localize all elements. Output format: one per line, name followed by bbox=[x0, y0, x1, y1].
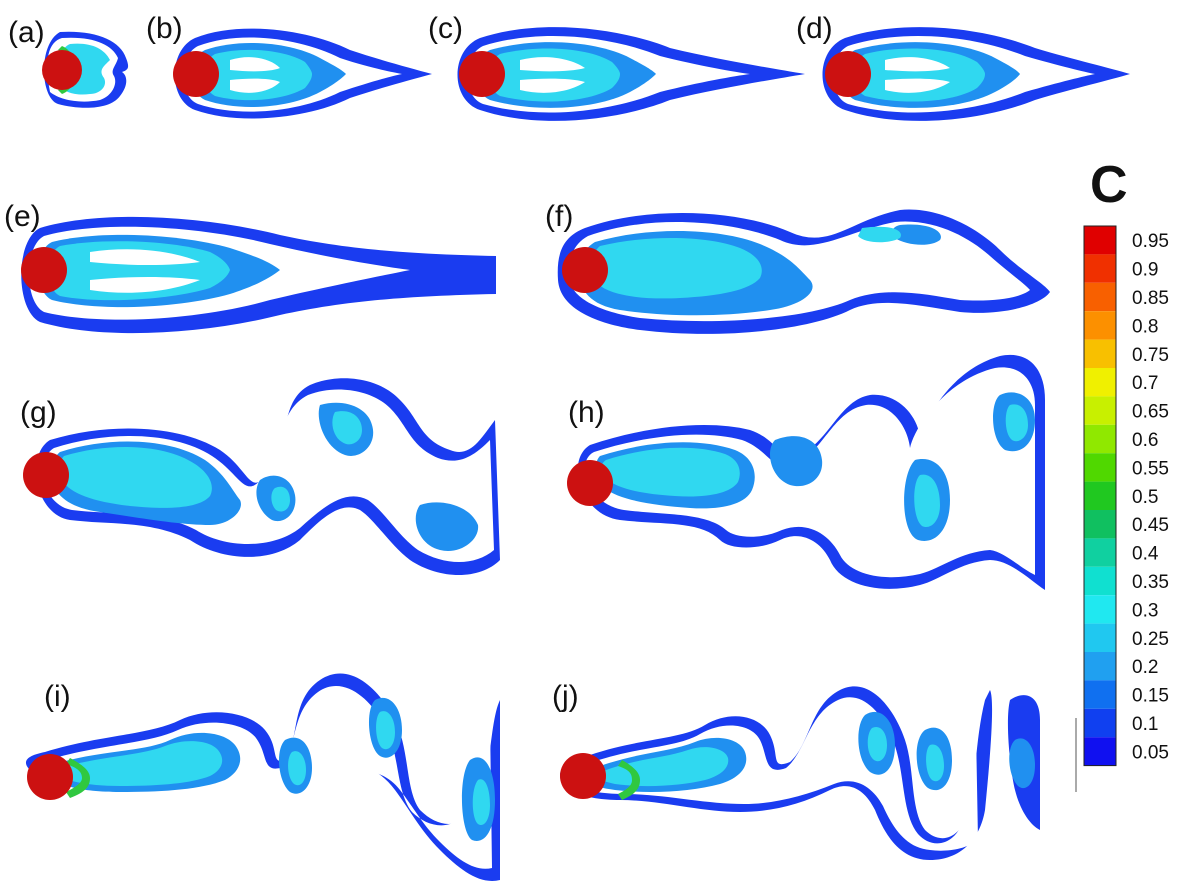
colorbar-tick-label: 0.85 bbox=[1132, 288, 1169, 309]
colorbar-swatch bbox=[1084, 510, 1116, 539]
panel-label: (c) bbox=[428, 12, 463, 45]
white-vortex bbox=[885, 57, 950, 93]
panel-f: (f) bbox=[545, 200, 1050, 334]
green-band bbox=[66, 758, 90, 798]
colorbar-legend: C 0.95 0.9 0.85 0.8 0.75 0.7 0.65 0.6 0.55 0.5 0.4… bbox=[1075, 156, 1169, 792]
white-vortex bbox=[520, 57, 585, 93]
legend-title: C bbox=[1090, 156, 1128, 214]
inner-contour bbox=[592, 226, 901, 299]
panel-label: (j) bbox=[552, 680, 579, 713]
colorbar-tick-label: 0.2 bbox=[1132, 657, 1158, 678]
panel-c: (c) bbox=[428, 12, 805, 121]
colorbar-swatch bbox=[1084, 595, 1116, 624]
colorbar-tick-label: 0.1 bbox=[1132, 714, 1158, 735]
colorbar-tick-label: 0.65 bbox=[1132, 402, 1169, 423]
colorbar-tick-label: 0.05 bbox=[1132, 742, 1169, 763]
inner-contour bbox=[853, 48, 985, 102]
panel-i: (i) bbox=[25, 673, 500, 881]
cylinder bbox=[27, 754, 73, 800]
panel-a: (a) bbox=[8, 16, 129, 108]
cylinder bbox=[21, 247, 67, 293]
colorbar-swatch bbox=[1084, 311, 1116, 340]
inner-contour bbox=[59, 411, 362, 512]
colorbar-tick-label: 0.95 bbox=[1132, 231, 1169, 252]
colorbar-swatch bbox=[1084, 254, 1116, 283]
colorbar: 0.95 0.9 0.85 0.8 0.75 0.7 0.65 0.6 0.55 0.5 0.45 0… bbox=[1083, 225, 1169, 767]
panel-label: (f) bbox=[545, 200, 573, 233]
colorbar-tick-label: 0.45 bbox=[1132, 515, 1169, 536]
panel-g: (g) bbox=[20, 378, 500, 575]
white-vortex bbox=[90, 249, 200, 293]
colorbar-tick-label: 0.8 bbox=[1132, 316, 1158, 337]
panel-b: (b) bbox=[146, 12, 432, 119]
colorbar-swatch bbox=[1084, 538, 1116, 567]
colorbar-tick-label: 0.35 bbox=[1132, 572, 1169, 593]
colorbar-swatch bbox=[1084, 680, 1116, 709]
panel-label: (g) bbox=[20, 396, 57, 429]
colorbar-tick-label: 0.15 bbox=[1132, 686, 1169, 707]
cylinder bbox=[562, 247, 608, 293]
colorbar-swatch bbox=[1084, 282, 1116, 312]
colorbar-tick-label: 0.7 bbox=[1132, 373, 1158, 394]
panel-j: (j) bbox=[552, 680, 1040, 860]
colorbar-swatch bbox=[1084, 396, 1116, 425]
colorbar-swatch bbox=[1084, 652, 1116, 681]
colorbar-swatch bbox=[1084, 481, 1116, 510]
colorbar-tick-label: 0.75 bbox=[1132, 345, 1169, 366]
inner-contour bbox=[601, 404, 1028, 528]
colorbar-swatch bbox=[1084, 623, 1116, 652]
inner-contour bbox=[597, 726, 944, 787]
inner-contour bbox=[58, 711, 490, 826]
cylinder bbox=[560, 753, 606, 799]
colorbar-tick-label: 0.4 bbox=[1132, 544, 1159, 565]
colorbar-tick-label: 0.3 bbox=[1132, 600, 1158, 621]
cylinder bbox=[23, 452, 69, 498]
colorbar-tick-label: 0.5 bbox=[1132, 487, 1158, 508]
panel-label: (e) bbox=[4, 200, 41, 233]
ring-contour bbox=[52, 402, 479, 551]
cylinder bbox=[825, 51, 871, 97]
panel-label: (a) bbox=[8, 16, 45, 49]
colorbar-swatch bbox=[1084, 453, 1116, 482]
panel-label: (d) bbox=[796, 12, 833, 45]
white-vortex bbox=[230, 57, 280, 93]
white-gap bbox=[42, 389, 494, 562]
colorbar-swatch bbox=[1084, 708, 1116, 738]
panel-label: (i) bbox=[44, 680, 71, 713]
inner-contour bbox=[488, 48, 620, 102]
colorbar-swatch bbox=[1084, 737, 1116, 766]
colorbar-swatch bbox=[1084, 226, 1116, 255]
cylinder bbox=[459, 51, 505, 97]
cylinder bbox=[173, 51, 219, 97]
panel-label: (h) bbox=[568, 396, 605, 429]
panel-label: (b) bbox=[146, 12, 183, 45]
panel-d: (d) bbox=[796, 12, 1130, 121]
panel-h: (h) bbox=[567, 354, 1045, 590]
cylinder bbox=[567, 460, 613, 506]
colorbar-swatch bbox=[1084, 424, 1116, 454]
colorbar-tick-label: 0.25 bbox=[1132, 629, 1169, 650]
colorbar-swatch bbox=[1084, 368, 1116, 397]
colorbar-frame bbox=[1083, 225, 1117, 767]
colorbar-tick-label: 0.55 bbox=[1132, 458, 1169, 479]
colorbar-tick-label: 0.9 bbox=[1132, 260, 1158, 281]
colorbar-tick-label: 0.6 bbox=[1132, 430, 1158, 451]
colorbar-swatch bbox=[1084, 339, 1116, 368]
cylinder bbox=[42, 50, 82, 90]
colorbar-swatch bbox=[1084, 566, 1116, 596]
green-band bbox=[618, 760, 640, 800]
panel-e: (e) bbox=[4, 200, 496, 334]
